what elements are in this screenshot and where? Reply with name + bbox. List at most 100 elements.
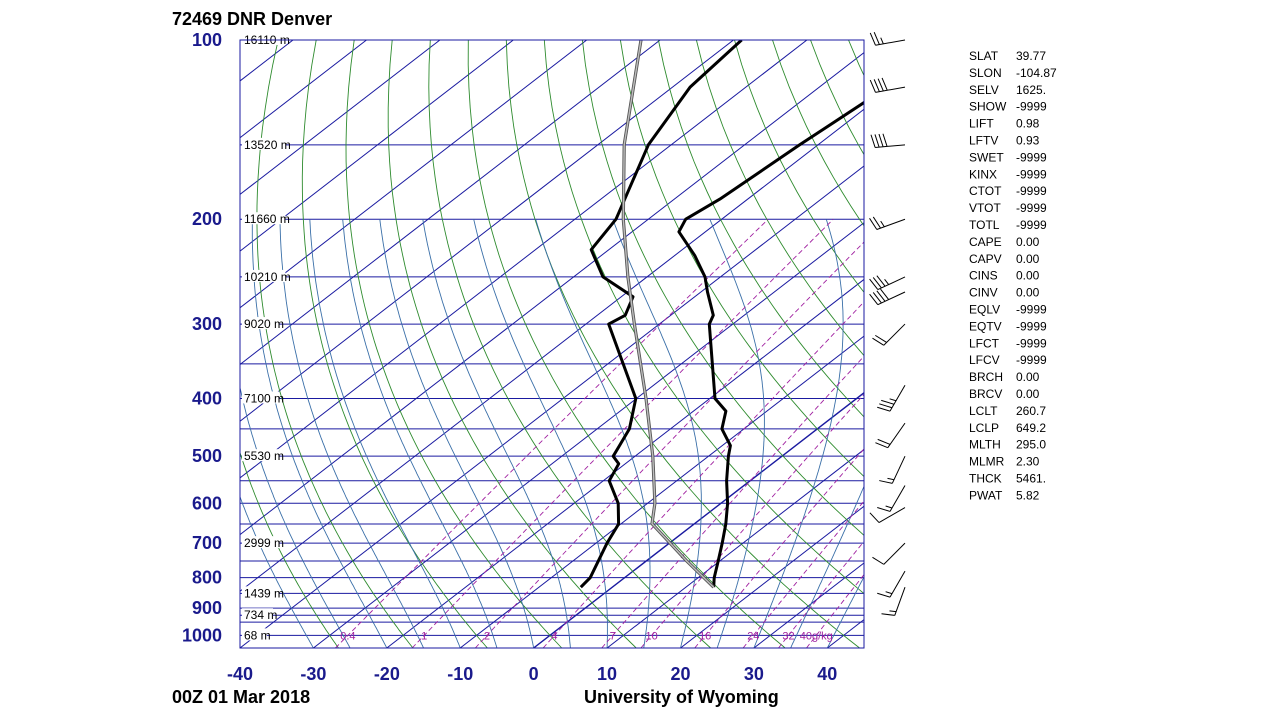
mixing-ratio-label: 2 bbox=[484, 630, 490, 642]
index-value: 295.0 bbox=[1016, 438, 1046, 452]
mixing-ratio-label: 32 bbox=[782, 630, 794, 642]
index-row: SHOW-9999 bbox=[969, 100, 1047, 114]
index-value: 5461. bbox=[1016, 472, 1046, 486]
height-label: 734 m bbox=[244, 608, 277, 622]
mixing-ratio-line bbox=[743, 219, 1109, 648]
wind-barb-shaft bbox=[878, 277, 905, 290]
temperature-tick-label: -20 bbox=[374, 664, 400, 684]
index-row: BRCV 0.00 bbox=[969, 387, 1040, 401]
dry-adiabat-line bbox=[544, 40, 934, 648]
index-name: THCK bbox=[969, 472, 1002, 486]
wind-barb bbox=[877, 485, 905, 511]
mixing-ratio-label: 10 bbox=[646, 630, 658, 642]
index-name: BRCH bbox=[969, 370, 1003, 384]
index-name: BRCV bbox=[969, 387, 1002, 401]
isotherm-line bbox=[0, 40, 660, 648]
isotherm-line bbox=[901, 40, 1270, 648]
height-label: 5530 m bbox=[244, 449, 284, 463]
index-name: KINX bbox=[969, 167, 997, 181]
wind-barb-flag bbox=[879, 404, 892, 408]
wind-barb-flag bbox=[874, 79, 879, 91]
wind-barb-flag bbox=[877, 407, 890, 411]
index-value: 1625. bbox=[1016, 83, 1046, 97]
wind-barb-flag bbox=[880, 289, 888, 300]
wind-barb-half-flag bbox=[886, 506, 892, 508]
wind-barb bbox=[870, 508, 905, 523]
mixing-ratio-label: 24 bbox=[747, 630, 759, 642]
wind-barb-flag bbox=[877, 276, 885, 287]
index-row: THCK 5461. bbox=[969, 472, 1046, 486]
mixing-ratio-line bbox=[475, 219, 886, 648]
wind-barb-half-flag bbox=[885, 279, 889, 284]
pressure-tick-label: 800 bbox=[192, 568, 222, 588]
mixing-ratio-label: 1 bbox=[421, 630, 427, 642]
wind-barb-flag bbox=[870, 513, 879, 523]
temperature-tick-label: 20 bbox=[670, 664, 690, 684]
wind-barb-shaft bbox=[888, 423, 905, 448]
wind-barb-flag bbox=[875, 134, 879, 147]
index-name: CAPE bbox=[969, 235, 1002, 249]
wind-barb-shaft bbox=[884, 543, 905, 564]
wind-barb-shaft bbox=[875, 40, 905, 45]
wind-barb-shaft bbox=[895, 587, 905, 615]
moist-adiabat-line bbox=[791, 219, 943, 648]
index-name: EQLV bbox=[969, 303, 1000, 317]
dry-adiabat-line bbox=[1077, 40, 1270, 648]
wind-barb-flag bbox=[877, 593, 890, 597]
wind-barb bbox=[870, 32, 905, 45]
index-value: 0.00 bbox=[1016, 387, 1040, 401]
wind-barb-shaft bbox=[890, 485, 905, 511]
chart-title: 72469 DNR Denver bbox=[172, 9, 332, 29]
wind-barb-half-flag bbox=[881, 221, 885, 227]
index-name: LFCT bbox=[969, 336, 1000, 350]
index-row: SLON-104.87 bbox=[969, 66, 1057, 80]
pressure-tick-label: 700 bbox=[192, 533, 222, 553]
temperature-tick-label: -10 bbox=[447, 664, 473, 684]
pressure-tick-label: 1000 bbox=[182, 625, 222, 645]
dry-adiabat-line bbox=[735, 40, 1270, 648]
wind-barb-half-flag bbox=[889, 611, 896, 612]
index-value: 0.93 bbox=[1016, 134, 1040, 148]
isotherm-line bbox=[0, 40, 733, 648]
index-value: -9999 bbox=[1016, 100, 1047, 114]
isotherm-line bbox=[20, 40, 807, 648]
isotherm-line bbox=[0, 40, 220, 648]
index-name: SWET bbox=[969, 150, 1004, 164]
plot-grid bbox=[0, 40, 1270, 648]
index-row: CTOT-9999 bbox=[969, 184, 1047, 198]
index-value: 0.00 bbox=[1016, 286, 1040, 300]
mixing-ratio-label: 40g/kg bbox=[800, 630, 833, 642]
wind-barb-flag bbox=[873, 277, 881, 288]
wind-barb-shaft bbox=[879, 508, 905, 523]
isotherm-line bbox=[93, 40, 880, 648]
wind-barb bbox=[870, 289, 905, 305]
wind-barb-half-flag bbox=[887, 478, 894, 479]
index-name: LFTV bbox=[969, 134, 998, 148]
index-row: LFTV 0.93 bbox=[969, 134, 1040, 148]
dry-adiabat-line bbox=[696, 40, 1231, 648]
index-value: -9999 bbox=[1016, 218, 1047, 232]
index-name: PWAT bbox=[969, 488, 1003, 502]
mixing-ratio-label: 16 bbox=[699, 630, 711, 642]
moist-adiabat-line bbox=[380, 219, 534, 648]
index-name: CINS bbox=[969, 269, 998, 283]
index-name: LFCV bbox=[969, 353, 1000, 367]
dry-adiabat-line bbox=[658, 40, 1157, 648]
index-value: 0.00 bbox=[1016, 235, 1040, 249]
wind-barb-shaft bbox=[890, 385, 905, 411]
pressure-tick-label: 500 bbox=[192, 446, 222, 466]
wind-barb bbox=[877, 571, 905, 597]
wind-barb bbox=[879, 456, 905, 483]
height-label: 1439 m bbox=[244, 586, 284, 600]
wind-barb-shaft bbox=[884, 324, 905, 345]
wind-barb-shaft bbox=[878, 292, 905, 305]
index-value: -104.87 bbox=[1016, 66, 1057, 80]
index-row: KINX-9999 bbox=[969, 167, 1047, 181]
wind-barb bbox=[875, 423, 905, 448]
